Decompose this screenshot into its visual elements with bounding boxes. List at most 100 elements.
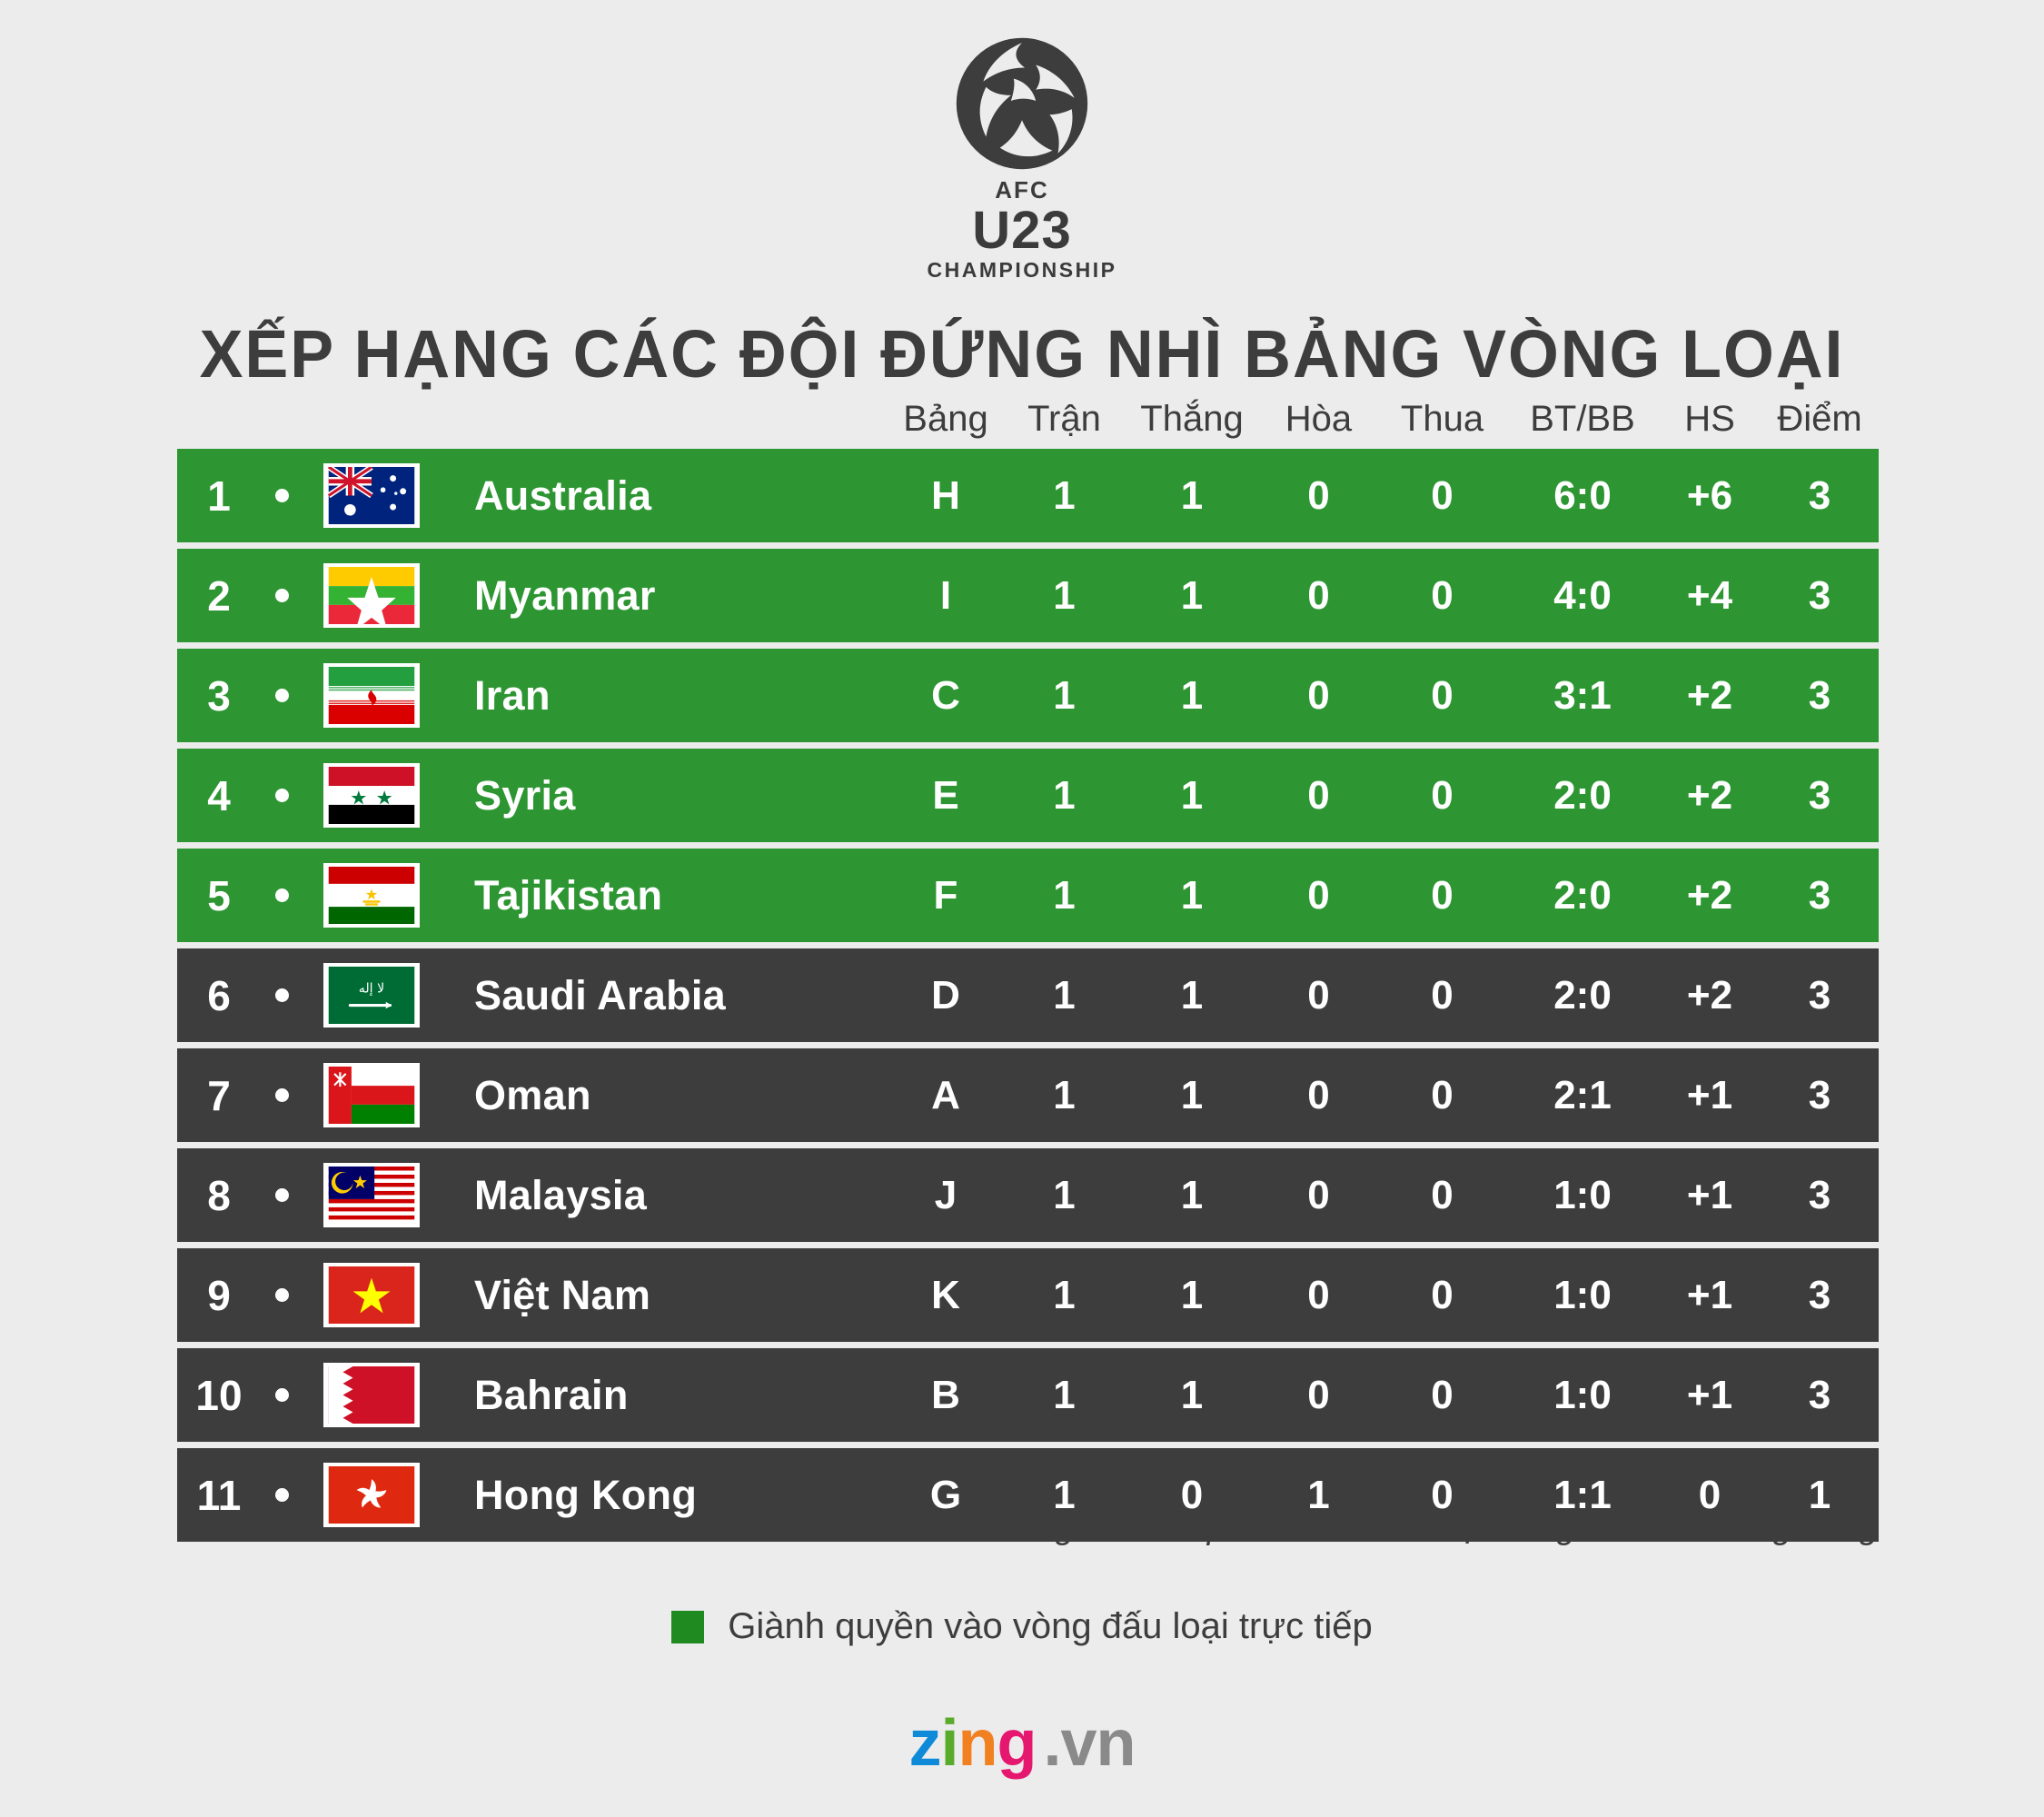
row-flag bbox=[303, 763, 441, 828]
table-row[interactable]: 10 Bahrain B 1 1 0 0 1:0 +1 3 bbox=[177, 1348, 1879, 1442]
header-btbb: BT/BB bbox=[1530, 399, 1635, 439]
afc-logo: AFC U23 CHAMPIONSHIP bbox=[0, 0, 2044, 281]
row-flag bbox=[303, 1263, 441, 1327]
row-hoa: 1 bbox=[1307, 1472, 1330, 1517]
table-row[interactable]: 7 Oman A 1 1 0 0 2:1 +1 3 bbox=[177, 1048, 1879, 1142]
row-hs: +6 bbox=[1686, 472, 1733, 518]
row-rank: 7 bbox=[207, 1071, 231, 1119]
row-thua: 0 bbox=[1431, 1072, 1454, 1117]
row-team-name: Syria bbox=[474, 771, 576, 819]
row-flag bbox=[303, 1163, 441, 1227]
row-tran: 1 bbox=[1053, 572, 1076, 618]
table-row[interactable]: 3 Iran C 1 1 0 0 3:1 +2 3 bbox=[177, 649, 1879, 742]
row-btbb: 2:0 bbox=[1553, 872, 1612, 918]
row-bullet-icon bbox=[261, 988, 303, 1002]
row-diem: 3 bbox=[1808, 1372, 1831, 1417]
row-diem: 3 bbox=[1808, 572, 1831, 618]
zing-vn-logo[interactable]: z i n g .vn bbox=[0, 1706, 2044, 1781]
row-rank: 4 bbox=[207, 771, 231, 819]
row-team-name: Bahrain bbox=[474, 1371, 629, 1418]
row-hs: +1 bbox=[1686, 1172, 1733, 1217]
row-bang: H bbox=[931, 472, 960, 518]
flag-australia-icon bbox=[323, 463, 420, 528]
zing-letter-i: i bbox=[940, 1707, 958, 1780]
row-diem: 3 bbox=[1808, 1172, 1831, 1217]
header-thua: Thua bbox=[1400, 399, 1484, 439]
row-thua: 0 bbox=[1431, 972, 1454, 1018]
row-tran: 1 bbox=[1053, 772, 1076, 818]
row-hoa: 0 bbox=[1307, 1172, 1330, 1217]
row-thang: 1 bbox=[1180, 1372, 1204, 1417]
row-hs: +1 bbox=[1686, 1072, 1733, 1117]
standings-table: Bảng Trận Thắng Hòa Thua BT/BB HS Điểm 1… bbox=[177, 389, 1879, 1548]
page-title: XẾP HẠNG CÁC ĐỘI ĐỨNG NHÌ BẢNG VÒNG LOẠI bbox=[199, 316, 1845, 392]
row-flag bbox=[303, 663, 441, 728]
row-btbb: 6:0 bbox=[1553, 472, 1612, 518]
row-team-name: Malaysia bbox=[474, 1171, 648, 1218]
row-bang: E bbox=[932, 772, 959, 818]
row-hoa: 0 bbox=[1307, 972, 1330, 1018]
header-tran: Trận bbox=[1027, 399, 1101, 439]
row-bang: B bbox=[931, 1372, 960, 1417]
header-diem: Điểm bbox=[1777, 399, 1862, 439]
row-thua: 0 bbox=[1431, 472, 1454, 518]
row-bullet-icon bbox=[261, 1288, 303, 1302]
row-rank: 3 bbox=[207, 671, 231, 720]
table-row[interactable]: 9 Việt Nam K 1 1 0 0 1:0 +1 3 bbox=[177, 1248, 1879, 1342]
row-diem: 3 bbox=[1808, 1072, 1831, 1117]
row-rank: 11 bbox=[196, 1471, 242, 1519]
row-hoa: 0 bbox=[1307, 472, 1330, 518]
legend: Giành quyền vào vòng đấu loại trực tiếp bbox=[0, 1606, 2044, 1647]
row-btbb: 1:0 bbox=[1553, 1172, 1612, 1217]
row-flag bbox=[303, 563, 441, 628]
row-team-name: Oman bbox=[474, 1071, 591, 1118]
row-bullet-icon bbox=[261, 489, 303, 502]
row-rank: 5 bbox=[207, 871, 231, 919]
row-rank: 1 bbox=[207, 472, 231, 520]
row-btbb: 4:0 bbox=[1553, 572, 1612, 618]
row-flag bbox=[303, 1063, 441, 1127]
flag-syria-icon bbox=[323, 763, 420, 828]
row-bang: C bbox=[931, 672, 960, 718]
row-bang: D bbox=[931, 972, 960, 1018]
row-thua: 0 bbox=[1431, 872, 1454, 918]
table-row[interactable]: 6 لا إله Saudi Arabia D 1 1 0 0 2:0 +2 3 bbox=[177, 948, 1879, 1042]
row-thua: 0 bbox=[1431, 1372, 1454, 1417]
row-tran: 1 bbox=[1053, 1272, 1076, 1317]
row-tran: 1 bbox=[1053, 472, 1076, 518]
row-btbb: 2:1 bbox=[1553, 1072, 1612, 1117]
row-rank: 10 bbox=[195, 1371, 243, 1419]
row-tran: 1 bbox=[1053, 1372, 1076, 1417]
table-row[interactable]: 11 Hong Kong G 1 0 1 0 1:1 0 1 bbox=[177, 1448, 1879, 1542]
row-team-name: Hong Kong bbox=[474, 1471, 698, 1518]
row-btbb: 3:1 bbox=[1553, 672, 1612, 718]
row-hs: 0 bbox=[1698, 1472, 1722, 1517]
flag-hongkong-icon bbox=[323, 1463, 420, 1527]
table-row[interactable]: 4 Syria E 1 1 0 0 2:0 +2 3 bbox=[177, 749, 1879, 842]
header-hs: HS bbox=[1684, 399, 1735, 439]
row-diem: 3 bbox=[1808, 1272, 1831, 1317]
table-row[interactable]: 8 Malaysia J 1 1 0 0 1:0 +1 3 bbox=[177, 1148, 1879, 1242]
row-diem: 3 bbox=[1808, 672, 1831, 718]
row-rank: 8 bbox=[207, 1171, 231, 1219]
flag-saudiarabia-icon: لا إله bbox=[323, 963, 420, 1028]
row-hs: +1 bbox=[1686, 1272, 1733, 1317]
row-btbb: 2:0 bbox=[1553, 772, 1612, 818]
row-tran: 1 bbox=[1053, 1172, 1076, 1217]
flag-iran-icon bbox=[323, 663, 420, 728]
row-tran: 1 bbox=[1053, 1472, 1076, 1517]
row-flag bbox=[303, 1363, 441, 1427]
row-team-name: Việt Nam bbox=[474, 1271, 651, 1318]
table-header-row: Bảng Trận Thắng Hòa Thua BT/BB HS Điểm bbox=[177, 389, 1879, 449]
zing-letter-g: g bbox=[997, 1707, 1037, 1780]
table-row[interactable]: 5 Tajikistan F 1 1 0 0 2:0 +2 3 bbox=[177, 849, 1879, 942]
logo-afc-text: AFC bbox=[995, 176, 1049, 204]
row-team-name: Saudi Arabia bbox=[474, 971, 727, 1018]
table-row[interactable]: 2 Myanmar I 1 1 0 0 4:0 +4 3 bbox=[177, 549, 1879, 642]
table-row[interactable]: 1 Australia H 1 1 0 0 6:0 +6 3 bbox=[177, 449, 1879, 542]
row-bullet-icon bbox=[261, 1188, 303, 1202]
row-hoa: 0 bbox=[1307, 872, 1330, 918]
legend-qualified-swatch bbox=[671, 1610, 705, 1643]
row-flag: لا إله bbox=[303, 963, 441, 1028]
flag-myanmar-icon bbox=[323, 563, 420, 628]
